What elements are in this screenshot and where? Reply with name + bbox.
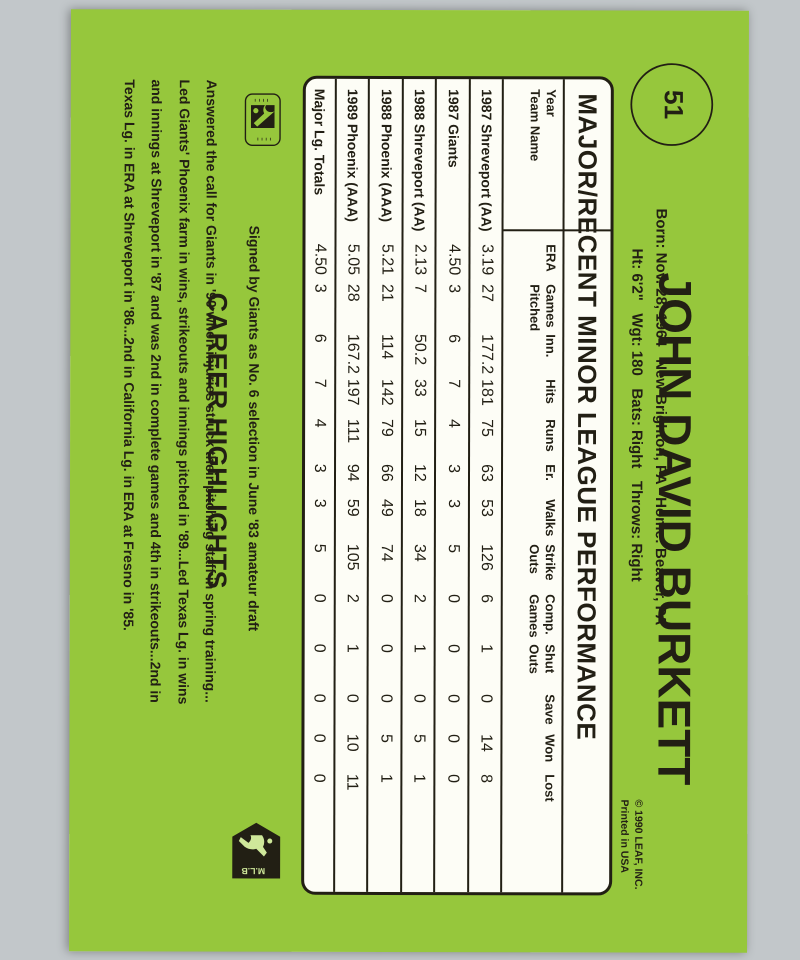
svg-text:51: 51	[658, 90, 688, 119]
svg-text:M.L.B: M.L.B	[241, 866, 265, 876]
